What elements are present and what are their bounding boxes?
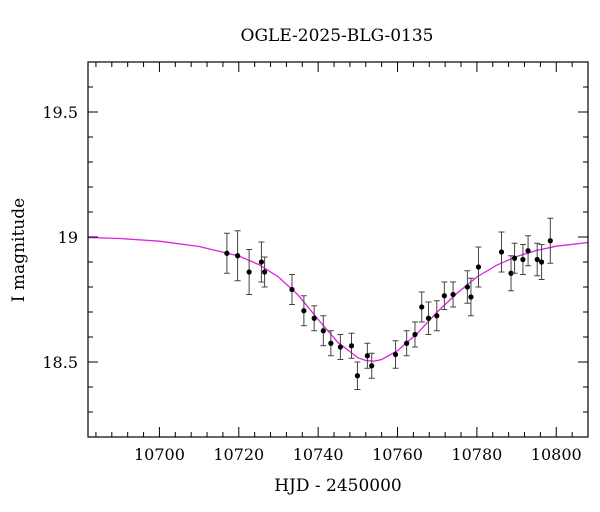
- data-point: [300, 295, 307, 327]
- axes: 10700 10720 10740 10760 10780 10800 18.5 19 19.5: [42, 62, 589, 464]
- data-point: [348, 332, 355, 359]
- point-marker: [392, 351, 399, 358]
- x-tick-label: 10740: [293, 445, 344, 464]
- point-marker: [301, 308, 307, 314]
- y-axis-label: I magnitude: [9, 198, 29, 302]
- point-marker: [404, 340, 410, 346]
- data-point: [403, 330, 410, 357]
- point-marker: [337, 344, 343, 350]
- data-point: [320, 315, 327, 347]
- point-marker: [289, 286, 295, 293]
- x-tick-label: 10780: [451, 445, 502, 464]
- x-axis-label: HJD - 2450000: [274, 476, 402, 496]
- data-point: [464, 270, 471, 304]
- plot-area: [88, 217, 588, 390]
- data-point: [368, 352, 375, 379]
- data-point: [392, 340, 399, 369]
- data-point: [450, 281, 457, 308]
- point-marker: [511, 255, 518, 261]
- point-marker: [246, 269, 252, 275]
- point-marker: [434, 313, 440, 319]
- point-marker: [328, 340, 334, 346]
- point-marker: [311, 315, 317, 321]
- point-marker: [547, 238, 553, 244]
- data-point: [538, 244, 545, 280]
- point-marker: [464, 284, 470, 290]
- point-marker: [534, 256, 540, 263]
- point-marker: [468, 294, 474, 300]
- data-point: [246, 249, 253, 295]
- point-marker: [508, 270, 514, 276]
- point-marker: [224, 250, 230, 256]
- data-point: [547, 217, 554, 264]
- data-point: [467, 277, 474, 317]
- y-tick-label: 19.5: [42, 103, 78, 122]
- point-marker: [538, 259, 545, 265]
- data-point: [223, 232, 230, 274]
- data-point: [261, 256, 268, 288]
- data-point: [354, 361, 361, 390]
- x-tick-label: 10700: [134, 445, 185, 464]
- data-point: [511, 242, 518, 274]
- point-marker: [498, 249, 505, 255]
- point-marker: [412, 331, 418, 338]
- point-marker: [450, 291, 456, 298]
- x-tick-label: 10760: [372, 445, 423, 464]
- data-point: [337, 334, 344, 360]
- point-marker: [320, 328, 326, 334]
- plot-frame: [87, 61, 589, 438]
- point-marker: [258, 259, 265, 265]
- data-point: [508, 255, 515, 292]
- point-marker: [425, 315, 432, 321]
- data-point: [498, 231, 505, 273]
- data-point: [327, 330, 334, 357]
- data-point: [519, 244, 526, 275]
- data-point: [258, 241, 265, 283]
- data-point: [441, 281, 448, 310]
- data-point: [234, 230, 241, 282]
- x-tick-label: 10720: [213, 445, 264, 464]
- data-point: [525, 235, 532, 267]
- point-marker: [369, 363, 375, 369]
- y-tick-label: 19: [58, 228, 78, 247]
- data-point: [425, 301, 432, 335]
- point-marker: [419, 304, 425, 310]
- data-point: [288, 274, 295, 305]
- y-tick-label: 18.5: [42, 353, 78, 372]
- point-marker: [364, 353, 370, 359]
- data-point: [411, 321, 418, 348]
- chart-title: OGLE-2025-BLG-0135: [241, 26, 434, 46]
- data-point: [364, 342, 371, 369]
- model-curve: [88, 236, 588, 362]
- point-marker: [261, 269, 268, 275]
- point-marker: [475, 264, 482, 270]
- x-tick-label: 10800: [531, 445, 582, 464]
- data-point: [433, 300, 440, 332]
- point-marker: [441, 293, 447, 299]
- data-point: [418, 291, 425, 323]
- point-marker: [525, 248, 531, 254]
- point-marker: [354, 373, 361, 379]
- data-point: [475, 246, 482, 288]
- point-marker: [235, 253, 241, 259]
- point-marker: [520, 256, 526, 263]
- data-point: [311, 305, 318, 332]
- point-marker: [348, 343, 355, 349]
- data-point: [534, 242, 541, 277]
